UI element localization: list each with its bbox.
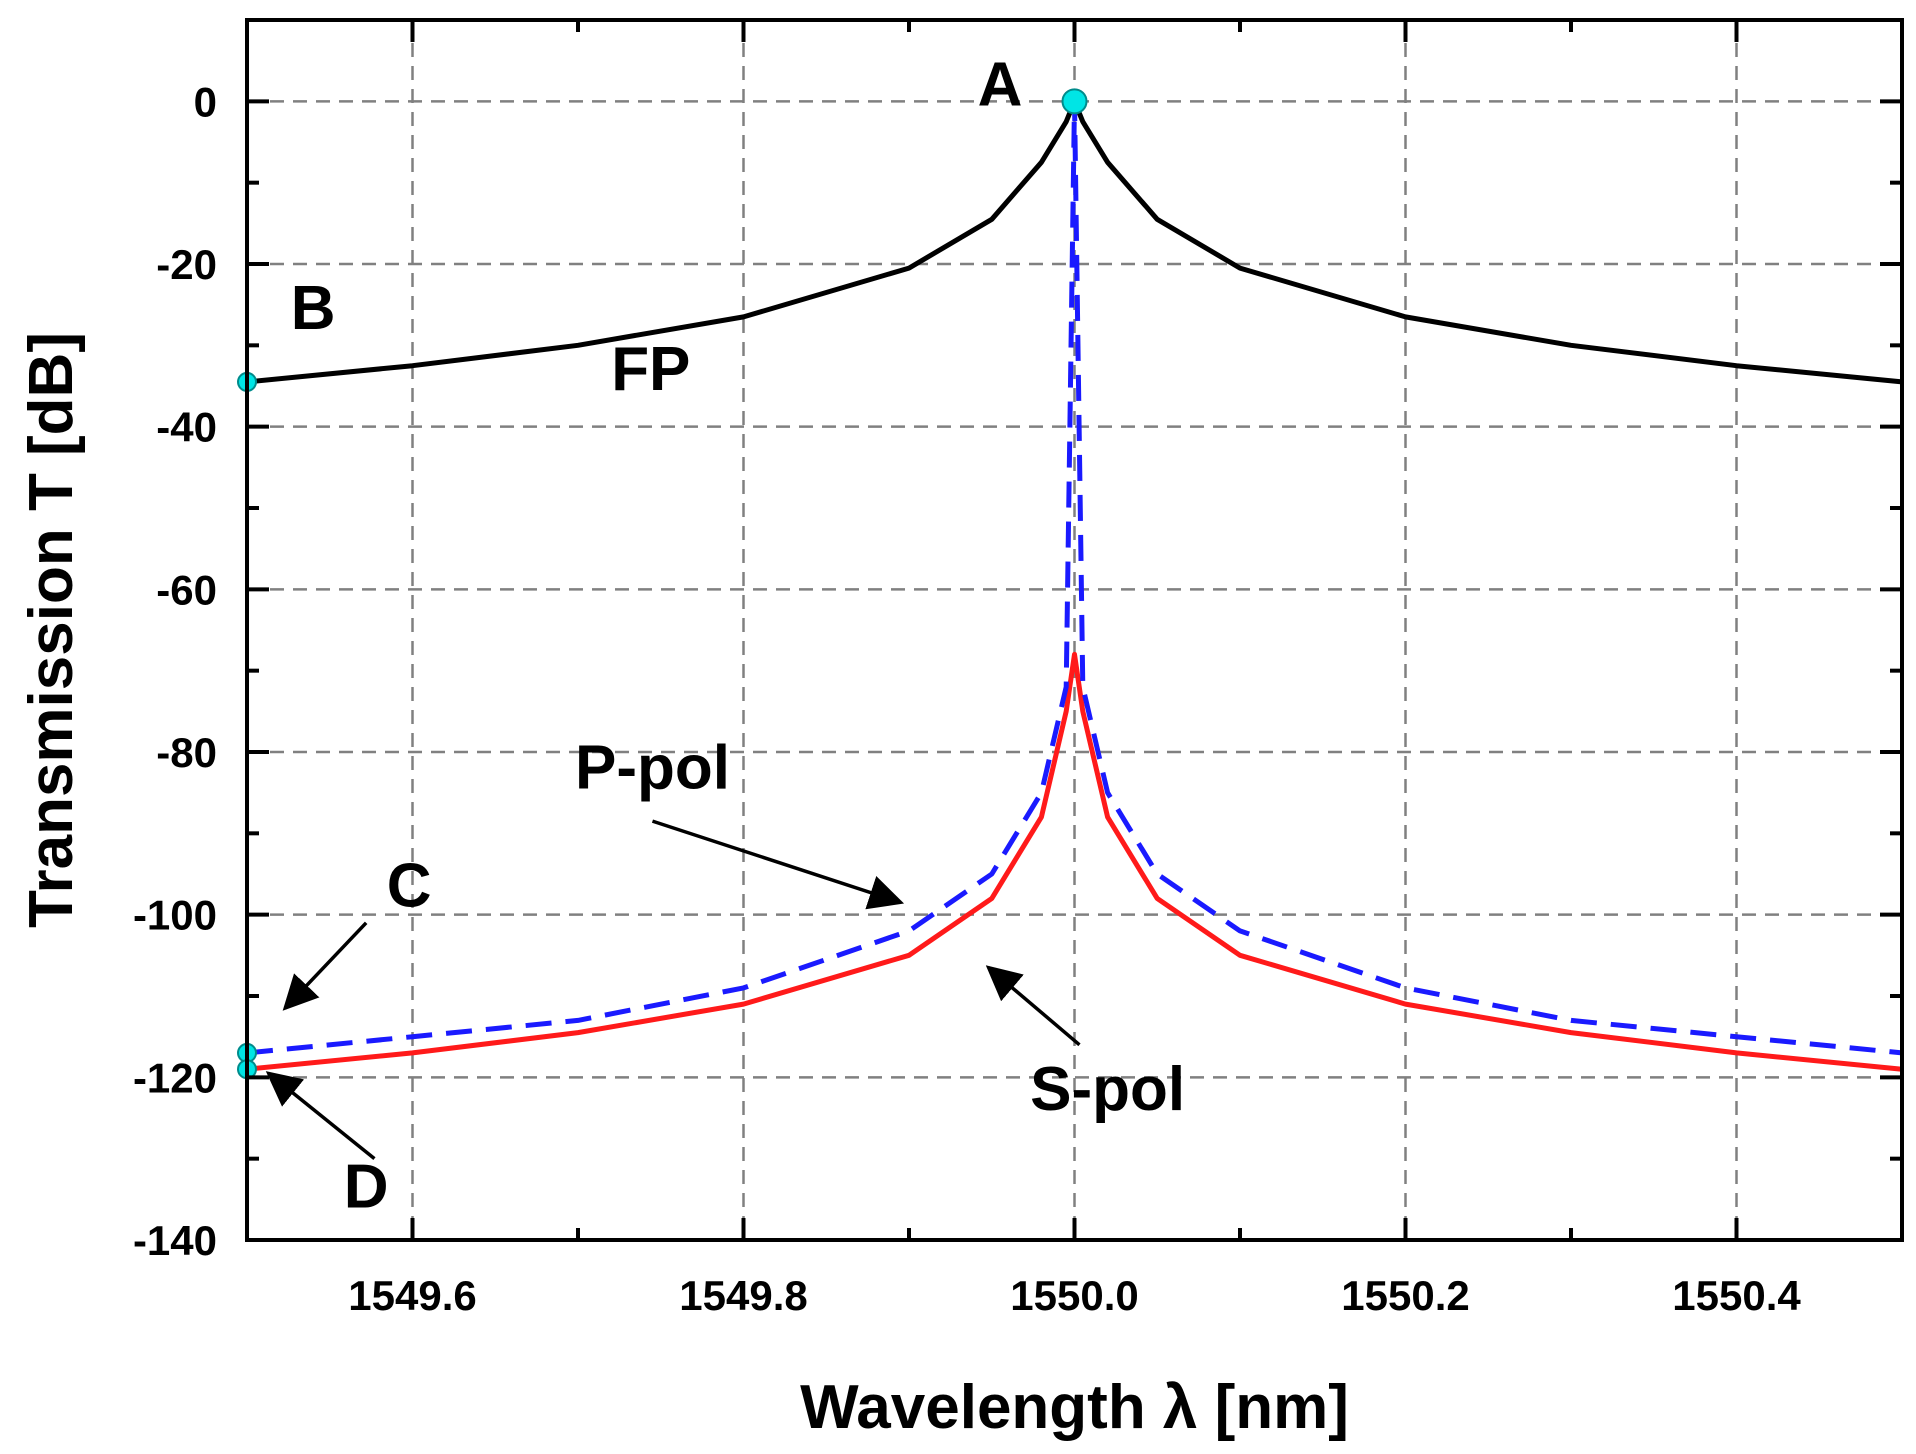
- x-tick-label: 1550.4: [1672, 1272, 1801, 1319]
- annotation-label: B: [291, 274, 336, 343]
- x-axis-title: Wavelength λ [nm]: [800, 1373, 1349, 1442]
- annotation-arrow: [282, 921, 368, 1011]
- y-tick-label: -140: [133, 1217, 217, 1264]
- tick-labels: 1549.6 1549.8 1550.0 1550.2 1550.4 0 -20 -40 -60…: [133, 78, 1801, 1319]
- x-tick-label: 1550.0: [1010, 1272, 1138, 1319]
- annotation-label: A: [978, 50, 1023, 119]
- y-axis-title: Transmission T [dB]: [17, 332, 86, 928]
- y-tick-label: -100: [133, 892, 217, 939]
- x-tick-label: 1549.8: [679, 1272, 807, 1319]
- annotation-arrow: [985, 965, 1081, 1047]
- y-tick-label: 0: [194, 78, 217, 125]
- y-tick-label: -120: [133, 1054, 217, 1101]
- annotation-label: P-pol: [575, 734, 730, 803]
- x-tick-label: 1550.2: [1341, 1272, 1469, 1319]
- annotation-label: FP: [611, 335, 690, 404]
- series-line-s-pol: [246, 651, 1903, 1072]
- y-tick-label: -40: [156, 404, 217, 451]
- annotation-label: S-pol: [1030, 1055, 1185, 1124]
- y-tick-label: -60: [156, 566, 217, 613]
- annotation-label: D: [344, 1152, 389, 1221]
- axis-ticks: [245, 20, 1904, 1242]
- y-tick-label: -20: [156, 241, 217, 288]
- x-tick-label: 1549.6: [348, 1272, 476, 1319]
- annotation-arrow: [651, 819, 905, 910]
- annotation-arrow: [265, 1071, 376, 1161]
- annotations: A B FP P-pol C S-pol D: [265, 50, 1185, 1221]
- y-tick-label: -80: [156, 729, 217, 776]
- marker-point-a: [1061, 88, 1088, 115]
- annotation-label: C: [387, 852, 432, 921]
